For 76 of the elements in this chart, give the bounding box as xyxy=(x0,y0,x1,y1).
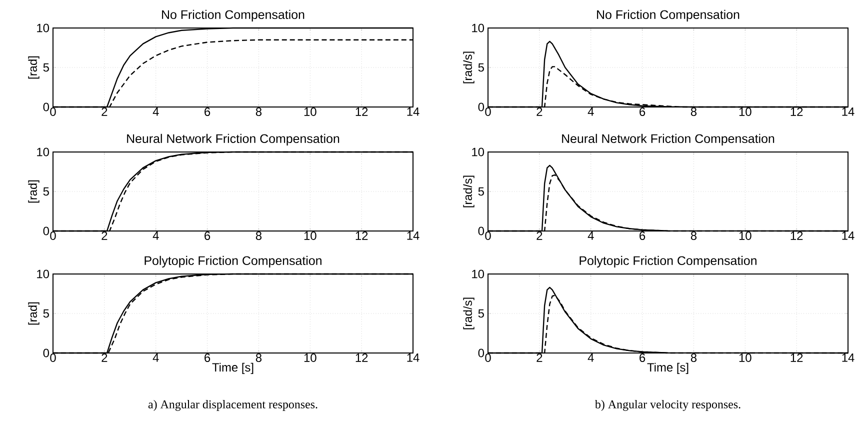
x-tick-label: 2 xyxy=(536,108,542,116)
y-tick-label: 10 xyxy=(37,270,50,278)
x-tick-label: 2 xyxy=(102,232,108,240)
x-axis-title: Time [s] xyxy=(212,362,254,374)
x-tick-label: 10 xyxy=(304,108,316,116)
x-tick-label: 12 xyxy=(356,354,368,362)
x-tick-label: 14 xyxy=(407,108,420,116)
x-tick-label: 10 xyxy=(739,232,752,240)
y-tick-label: 10 xyxy=(472,24,484,32)
y-tick-label: 5 xyxy=(43,309,49,318)
x-tick-label: 6 xyxy=(204,108,210,116)
x-tick-label: 2 xyxy=(102,354,108,362)
x-tick-label: 14 xyxy=(842,232,854,240)
x-tick-label: 8 xyxy=(690,108,697,116)
x-tick-label: 0 xyxy=(50,108,56,116)
x-tick-label: 0 xyxy=(485,354,491,362)
x-tick-label: 10 xyxy=(304,354,316,362)
x-tick-label: 14 xyxy=(842,354,854,362)
x-tick-label: 12 xyxy=(790,232,803,240)
y-tick-label: 5 xyxy=(43,187,49,196)
y-axis-title: [rad/s] xyxy=(463,52,474,84)
y-axis-title: [rad/s] xyxy=(463,298,474,330)
text: b) Angular velocity responses. xyxy=(594,400,740,411)
x-tick-label: 14 xyxy=(407,232,420,240)
x-axis-title: Time [s] xyxy=(647,362,688,374)
y-axis-title: [rad/s] xyxy=(463,176,474,208)
y-tick-label: 5 xyxy=(478,187,484,196)
x-tick-label: 2 xyxy=(102,108,108,116)
x-tick-label: 0 xyxy=(485,108,491,116)
x-tick-label: 4 xyxy=(588,232,594,240)
x-tick-label: 8 xyxy=(690,232,697,240)
x-tick-label: 4 xyxy=(152,108,159,116)
x-tick-label: 10 xyxy=(739,108,752,116)
x-tick-label: 6 xyxy=(640,232,646,240)
x-tick-label: 14 xyxy=(842,108,854,116)
x-tick-label: 0 xyxy=(50,354,56,362)
chart-title: Neural Network Friction Compensation xyxy=(127,134,340,146)
x-tick-label: 4 xyxy=(152,232,159,240)
x-tick-label: 8 xyxy=(690,354,697,362)
x-tick-label: 14 xyxy=(407,354,420,362)
chart-title: Polytopic Friction Compensation xyxy=(144,256,322,268)
x-tick-label: 2 xyxy=(536,232,542,240)
y-tick-label: 5 xyxy=(478,309,484,318)
x-tick-label: 0 xyxy=(485,232,491,240)
text: a) Angular displacement responses. xyxy=(148,400,318,411)
y-axis-title: [rad] xyxy=(28,56,40,79)
y-axis-title: [rad] xyxy=(28,302,40,325)
y-tick-label: 5 xyxy=(43,63,49,72)
y-tick-label: 10 xyxy=(472,270,484,278)
x-tick-label: 6 xyxy=(204,354,210,362)
x-tick-label: 10 xyxy=(304,232,316,240)
x-tick-label: 4 xyxy=(588,108,594,116)
chart-title: Polytopic Friction Compensation xyxy=(580,256,756,268)
y-tick-label: 10 xyxy=(37,148,50,156)
chart-title: Neural Network Friction Compensation xyxy=(562,134,774,146)
x-tick-label: 2 xyxy=(536,354,542,362)
x-tick-label: 8 xyxy=(256,108,262,116)
chart-title: No Friction Compensation xyxy=(162,10,304,22)
y-axis-title: [rad] xyxy=(28,180,40,203)
y-tick-label: 10 xyxy=(37,24,50,32)
x-tick-label: 0 xyxy=(50,232,56,240)
x-tick-label: 12 xyxy=(356,108,368,116)
x-tick-label: 6 xyxy=(640,354,646,362)
x-tick-label: 8 xyxy=(256,354,262,362)
x-tick-label: 4 xyxy=(588,354,594,362)
x-tick-label: 12 xyxy=(356,232,368,240)
x-tick-label: 12 xyxy=(790,108,803,116)
x-tick-label: 8 xyxy=(256,232,262,240)
x-tick-label: 6 xyxy=(204,232,210,240)
chart-title: No Friction Compensation xyxy=(597,10,740,22)
x-tick-label: 6 xyxy=(640,108,646,116)
y-tick-label: 10 xyxy=(472,148,484,156)
x-tick-label: 10 xyxy=(739,354,752,362)
x-tick-label: 4 xyxy=(152,354,159,362)
x-tick-label: 12 xyxy=(790,354,803,362)
y-tick-label: 5 xyxy=(478,63,484,72)
